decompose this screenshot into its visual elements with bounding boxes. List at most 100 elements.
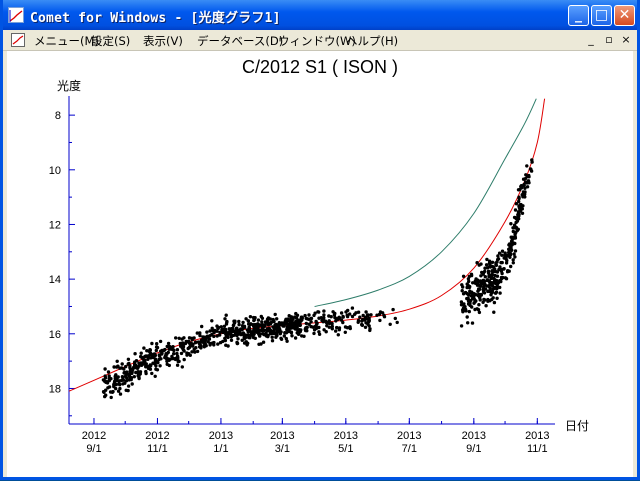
observation-point (265, 327, 270, 331)
mdi-restore-button[interactable]: ▫ (605, 33, 613, 46)
observation-point (133, 352, 137, 356)
observation-point (143, 362, 147, 366)
observation-point (223, 338, 228, 343)
observation-point (312, 331, 316, 336)
menu-item-view[interactable]: 表示(V) (143, 34, 183, 48)
observation-point (360, 322, 364, 327)
observation-point (294, 323, 299, 327)
observation-point (345, 326, 350, 330)
observation-point (503, 251, 507, 255)
observation-point (126, 357, 131, 361)
observation-point (521, 195, 525, 199)
observation-point (242, 325, 247, 330)
menu-item-window[interactable]: ウィンドウ(W) (278, 34, 356, 48)
menu-item-menu[interactable]: メニュー(M) (34, 34, 99, 48)
observation-point (126, 384, 131, 388)
observation-point (149, 356, 153, 360)
menu-item-database[interactable]: データベース(D) (197, 34, 284, 48)
observation-point (122, 367, 126, 371)
title-bar[interactable]: Comet for Windows - [光度グラフ1] _ □ ✕ (3, 0, 637, 30)
observation-point (487, 273, 491, 277)
observation-point (273, 312, 277, 317)
observation-point (467, 299, 472, 303)
observation-point (235, 341, 240, 346)
observation-point (481, 300, 485, 304)
x-tick-label-date: 1/1 (213, 443, 228, 455)
document-icon[interactable] (11, 33, 25, 47)
observation-point (266, 319, 270, 324)
observation-point (246, 333, 251, 337)
observation-point (260, 316, 265, 320)
observation-point (492, 300, 497, 305)
observation-point (260, 323, 264, 328)
observation-point (140, 355, 145, 360)
observation-point (512, 252, 516, 256)
observation-point (476, 289, 480, 293)
observation-point (513, 216, 518, 220)
mdi-close-button[interactable]: × (621, 33, 631, 46)
observation-point (317, 310, 321, 314)
observation-point (507, 248, 511, 253)
menu-item-help[interactable]: ヘルプ(H) (346, 34, 399, 48)
close-button[interactable]: ✕ (614, 5, 635, 26)
observation-point (252, 330, 256, 335)
observation-point (128, 366, 132, 371)
observation-point (130, 382, 134, 386)
minimize-button[interactable]: _ (568, 5, 589, 26)
observation-point (148, 348, 152, 352)
observation-point (513, 249, 518, 253)
observation-point (180, 337, 184, 341)
observation-point (297, 321, 301, 325)
observation-point (467, 309, 471, 314)
observation-point (112, 380, 117, 385)
observation-point (320, 318, 324, 323)
observation-point (305, 325, 309, 330)
observation-point (469, 272, 474, 276)
menu-item-settings[interactable]: 設定(S) (91, 34, 131, 48)
x-tick-label-date: 11/1 (527, 443, 548, 455)
observation-point (246, 319, 251, 323)
y-tick-label: 14 (49, 274, 61, 286)
observation-point (498, 279, 502, 283)
observation-point (479, 274, 483, 278)
observation-point (167, 363, 171, 368)
observation-point (249, 322, 253, 326)
observation-point (210, 319, 214, 323)
observation-point (185, 351, 189, 355)
observation-point (237, 322, 241, 327)
observation-point (492, 285, 497, 290)
observation-point (334, 329, 338, 333)
observation-point (246, 330, 250, 334)
observation-point (513, 208, 518, 212)
app-icon[interactable] (8, 7, 24, 23)
observation-point (252, 318, 256, 323)
mdi-minimize-button[interactable]: _ (588, 33, 594, 46)
observation-point (117, 381, 121, 386)
observation-point (472, 297, 476, 301)
observation-point (483, 266, 487, 270)
observation-point (464, 290, 468, 295)
observation-point (341, 320, 345, 325)
observation-point (300, 316, 304, 320)
observation-point (485, 284, 489, 288)
observation-point (109, 395, 113, 400)
observation-point (315, 321, 319, 325)
model-curve-green (314, 98, 537, 307)
observation-point (224, 332, 228, 336)
observation-point (192, 347, 196, 351)
observation-point (517, 196, 521, 201)
maximize-button[interactable]: □ (591, 5, 612, 26)
observation-point (481, 290, 486, 294)
observation-point (494, 278, 499, 283)
observation-point (244, 317, 248, 321)
observation-point (144, 369, 148, 374)
observation-point (491, 296, 495, 300)
observation-point (200, 324, 204, 329)
observation-point (216, 325, 221, 330)
observation-point (365, 317, 369, 321)
observation-point (522, 183, 526, 188)
observation-point (231, 333, 236, 338)
observation-point (366, 320, 371, 324)
observation-point (496, 257, 501, 261)
observation-point (186, 339, 191, 343)
